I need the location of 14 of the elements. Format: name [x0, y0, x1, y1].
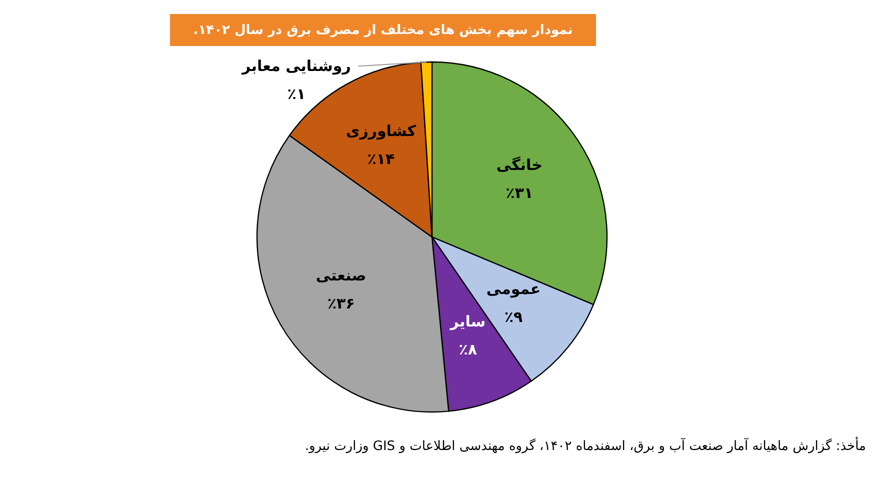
data-label: ٪۸: [458, 340, 478, 359]
slice-label: عمومی: [486, 280, 541, 298]
slice-label: صنعتی: [316, 266, 366, 284]
data-label: ٪۱: [287, 85, 306, 104]
data-label: ٪۱۴: [367, 150, 395, 168]
text: مأخذ: گزارش ماهیانه آمار صنعت آب و برق، اسفندماه ۱۴۰۲، گروه مهندسی اطلاعات و GIS وزارت نیرو.: [304, 436, 866, 454]
slice-label: روشنایی معابر: [241, 57, 351, 76]
data-label: ٪۳۶: [327, 294, 355, 312]
slice-label: خانگی: [496, 156, 542, 174]
slice-label: سایر: [449, 312, 486, 331]
data-label: ٪۳۱: [506, 184, 534, 202]
data-label: ٪۹: [504, 308, 523, 326]
chart-title: نمودار سهم بخش های مختلف از مصرف برق در سال ۱۴۰۲.: [193, 23, 573, 38]
slice-label: کشاورزی: [346, 122, 416, 140]
